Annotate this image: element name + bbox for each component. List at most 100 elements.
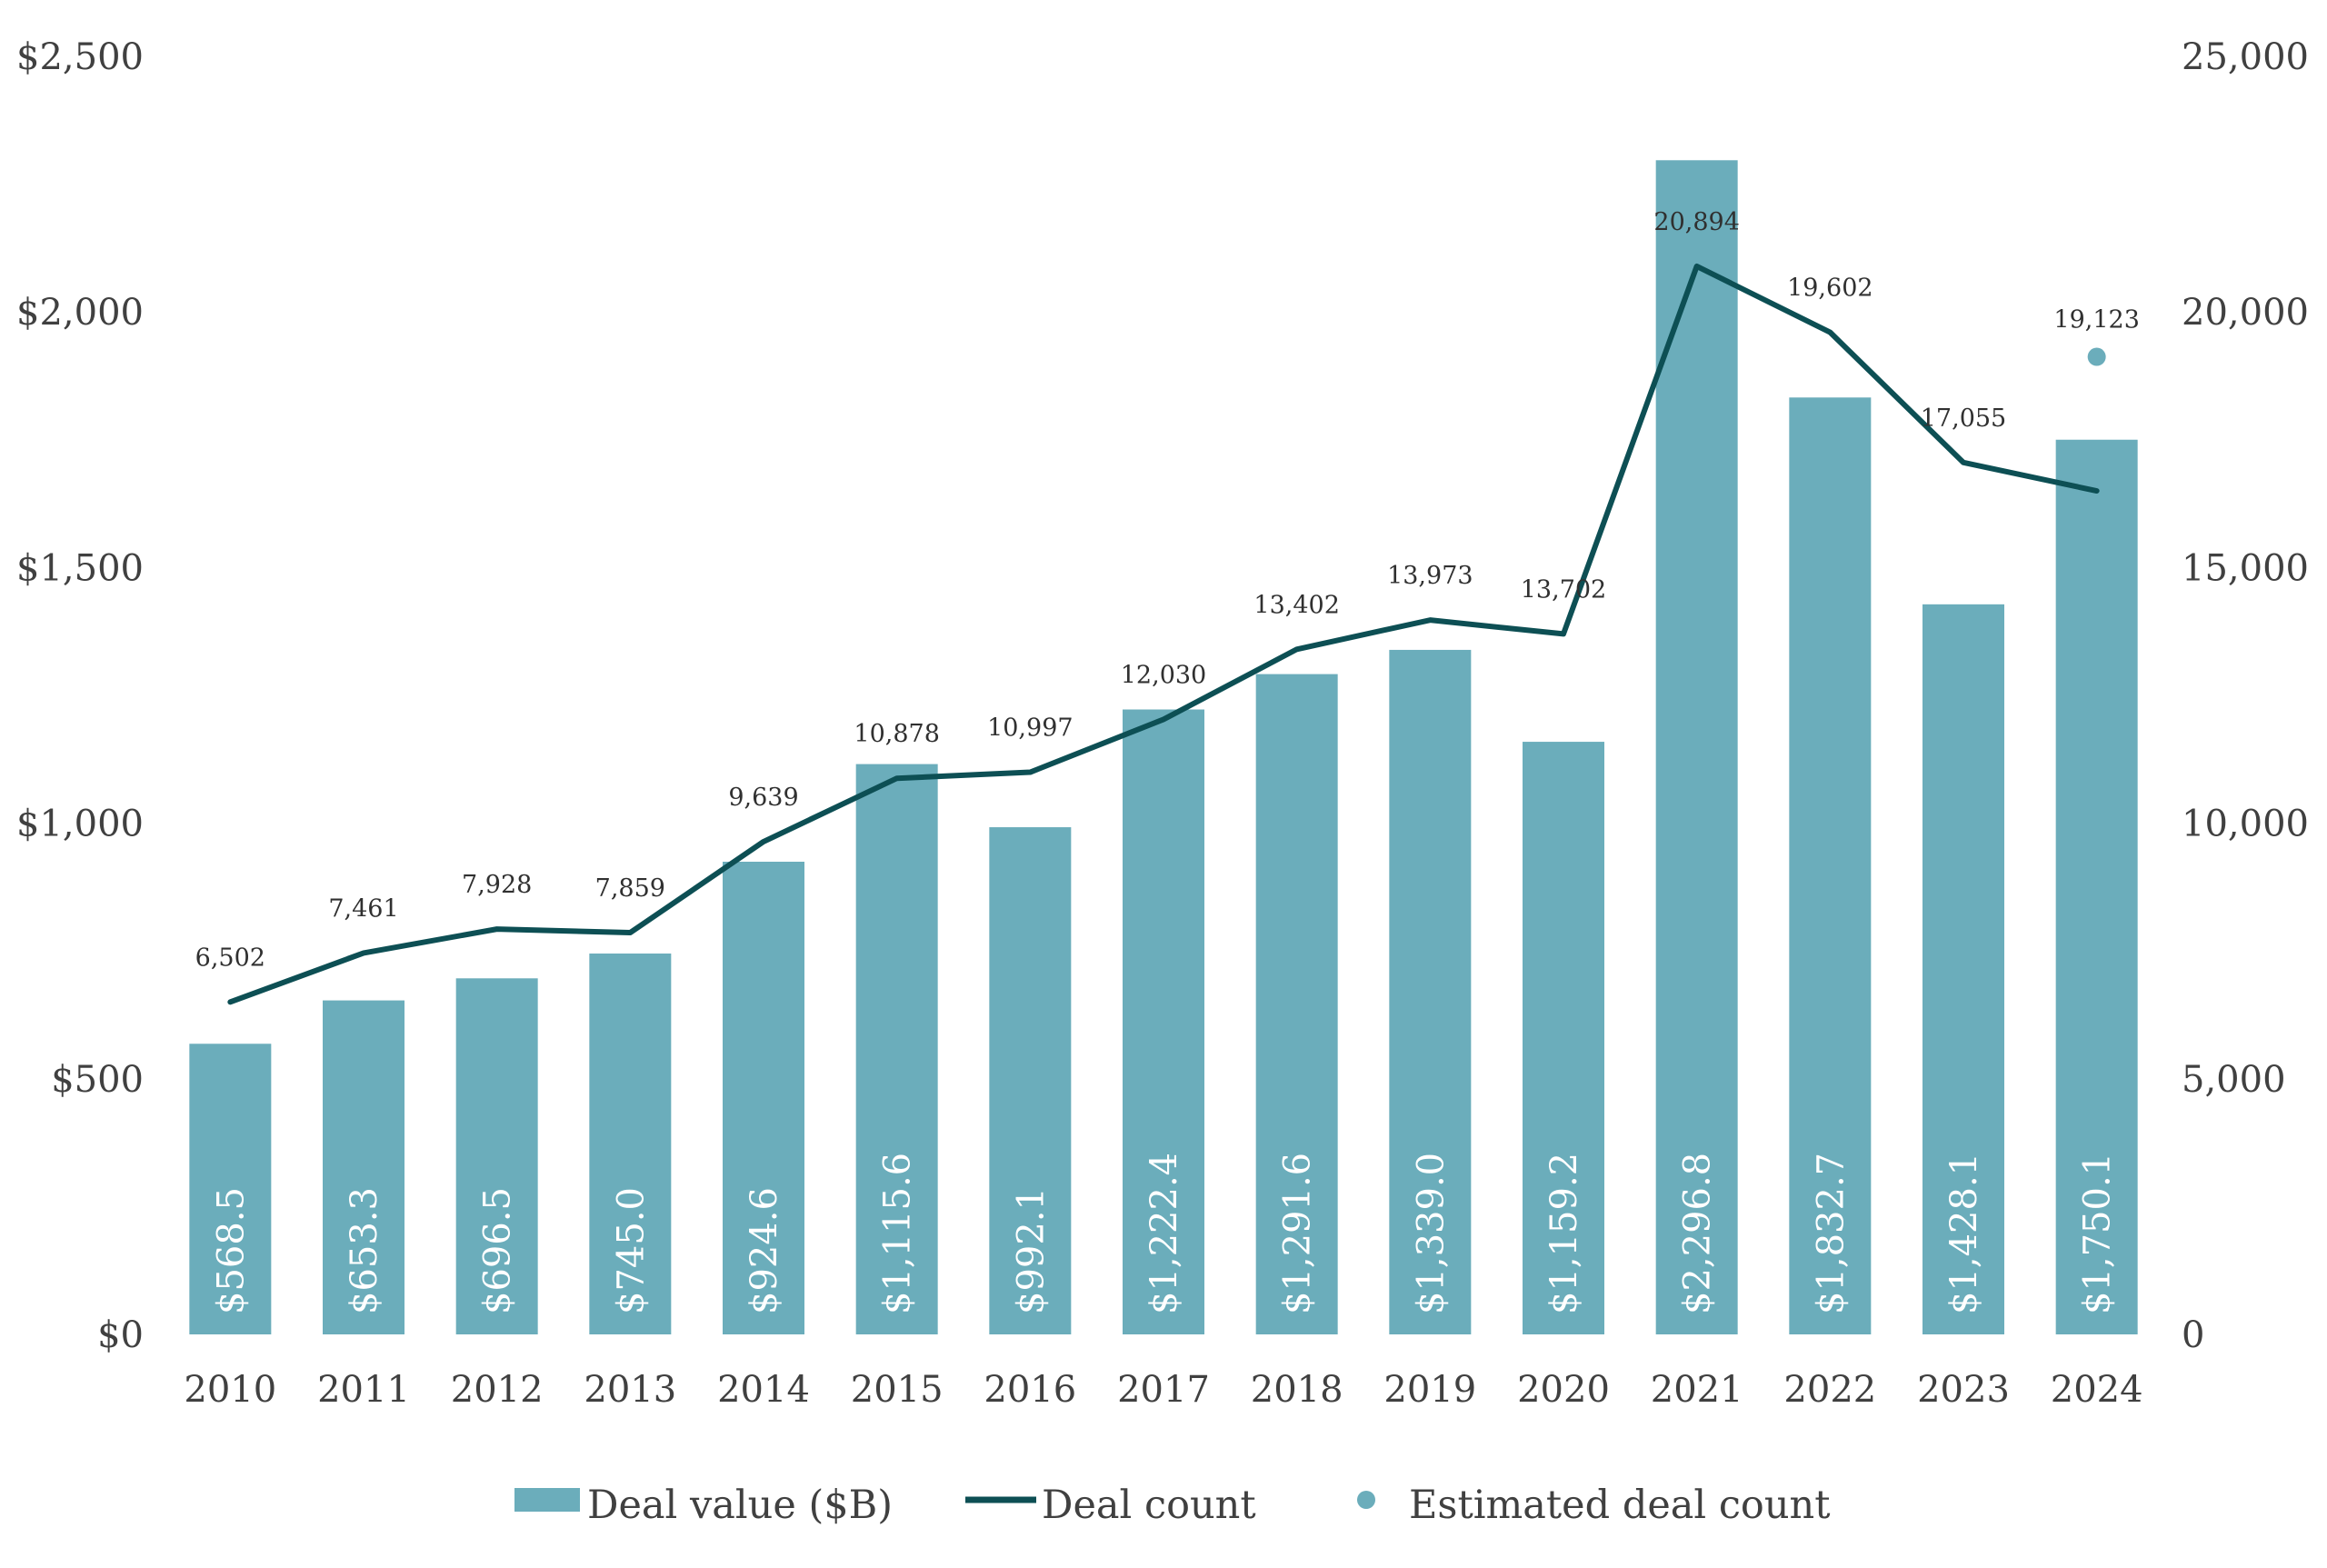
- bar-value-label: $745.0: [610, 1187, 652, 1314]
- legend-label: Deal count: [1042, 1483, 1256, 1528]
- legend-bar-swatch: [514, 1488, 580, 1512]
- x-axis-tick-label: 2021: [1651, 1369, 1743, 1411]
- deal-count-label: 13,702: [1521, 575, 1606, 604]
- deal-count-label: 12,030: [1121, 661, 1206, 689]
- line-series: [227, 263, 2106, 1005]
- right-axis-tick-label: 15,000: [2182, 547, 2309, 589]
- bar-value-label: $1,750.1: [2077, 1153, 2119, 1314]
- line-point: [1162, 717, 1165, 722]
- bar: [589, 954, 672, 1334]
- count-labels: 6,502 7,461 7,928 7,859 9,639 10,878 10,997 12,…: [195, 208, 2140, 972]
- bar-value-label: $924.6: [744, 1187, 785, 1314]
- line-point: [1694, 264, 1699, 268]
- deal-count-label: 19,602: [1787, 275, 1873, 303]
- line-point: [1962, 460, 1965, 464]
- right-axis-tick-label: 10,000: [2182, 804, 2309, 845]
- deal-count-label: 7,461: [328, 894, 398, 923]
- right-axis-tick-label: 20,000: [2182, 292, 2309, 334]
- bar-value-label: $1,428.1: [1943, 1153, 1985, 1314]
- deal-count-label: 20,894: [1653, 208, 1739, 236]
- x-axis-tick-label: 2011: [317, 1369, 410, 1411]
- left-axis-tick-label: $2,000: [16, 292, 144, 334]
- left-axis-tick-label: $1,000: [16, 804, 144, 845]
- legend-label: Deal value ($B): [587, 1483, 893, 1528]
- x-axis-tick-label: 2015: [851, 1369, 944, 1411]
- bar-value-label: $653.3: [344, 1187, 385, 1314]
- estimated-count-point: [2087, 347, 2106, 366]
- bar-value-label: $696.5: [477, 1187, 519, 1314]
- deal-count-label: 10,878: [854, 720, 939, 748]
- deal-count-label: 17,055: [1921, 404, 2006, 433]
- legend-label: Estimated deal count: [1409, 1483, 1831, 1528]
- bar: [2055, 439, 2138, 1334]
- deal-count-label: 6,502: [195, 944, 265, 972]
- line-point: [362, 951, 365, 955]
- line-point: [762, 839, 765, 844]
- line-point: [628, 931, 633, 935]
- bar-series: [189, 160, 2138, 1335]
- x-axis-tick-label: 2019: [1383, 1369, 1476, 1411]
- x-axis-tick-label: 2020: [1517, 1369, 1610, 1411]
- line-point: [1828, 330, 1833, 335]
- deal-count-label: 7,859: [595, 874, 665, 903]
- x-axis-tick-label: 2022: [1783, 1369, 1876, 1411]
- bar-value-label: $992.1: [1010, 1187, 1052, 1314]
- x-axis-tick-label: 2024: [2051, 1369, 2143, 1411]
- bar-value-label: $568.5: [210, 1187, 252, 1314]
- x-axis-tick-label: 2018: [1251, 1369, 1343, 1411]
- left-axis: $0 $500 $1,000 $1,500 $2,000 $2,500: [16, 36, 144, 1356]
- line-point: [494, 927, 499, 932]
- bar: [189, 1044, 272, 1334]
- line-point: [894, 776, 899, 781]
- bar: [1523, 742, 1604, 1334]
- x-axis-tick-label: 2013: [584, 1369, 676, 1411]
- deal-count-label: 13,402: [1253, 591, 1339, 619]
- bar: [989, 827, 1072, 1334]
- bar-value-labels: $568.5 $653.3 $696.5 $745.0 $924.6 $1,115.6 $9…: [210, 1153, 2118, 1314]
- x-axis-tick-label: 2017: [1117, 1369, 1210, 1411]
- x-axis-tick-label: 2014: [717, 1369, 810, 1411]
- line-point: [1562, 632, 1565, 636]
- bar-value-label: $2,296.8: [1677, 1153, 1719, 1314]
- bar: [1655, 160, 1738, 1335]
- bar-value-label: $1,115.6: [877, 1153, 919, 1314]
- line-point: [1028, 770, 1033, 774]
- bar-value-label: $1,339.0: [1410, 1153, 1452, 1314]
- bar-value-label: $1,291.6: [1277, 1153, 1319, 1314]
- bar: [1123, 709, 1204, 1334]
- bar-value-label: $1,159.2: [1543, 1153, 1585, 1314]
- estimated-count-label: 19,123: [2053, 306, 2139, 335]
- bar-value-label: $1,832.7: [1810, 1153, 1852, 1314]
- bar: [1255, 674, 1338, 1334]
- x-axis-tick-label: 2010: [184, 1369, 276, 1411]
- deal-count-label: 10,997: [987, 714, 1073, 743]
- bar: [723, 862, 804, 1334]
- deal-count-label: 9,639: [728, 784, 798, 812]
- left-axis-tick-label: $500: [51, 1059, 144, 1101]
- line-point: [228, 1000, 233, 1004]
- bar: [1923, 604, 2004, 1334]
- left-axis-tick-label: $0: [97, 1314, 144, 1356]
- bar: [1789, 397, 1872, 1334]
- right-axis-tick-label: 25,000: [2182, 36, 2309, 78]
- line-point: [2094, 489, 2099, 494]
- x-axis-tick-label: 2023: [1917, 1369, 2010, 1411]
- x-axis: 2010 2011 2012 2013 2014 2015 2016 2017 2018 2019…: [184, 1369, 2142, 1411]
- bar: [855, 764, 938, 1334]
- line-point: [1428, 618, 1433, 623]
- left-axis-tick-label: $2,500: [16, 36, 144, 78]
- x-axis-tick-label: 2012: [451, 1369, 544, 1411]
- right-axis: 0 5,000 10,000 15,000 20,000 25,000: [2182, 36, 2309, 1356]
- right-axis-tick-label: 5,000: [2182, 1059, 2286, 1101]
- bar: [323, 1000, 404, 1334]
- bar: [1389, 649, 1472, 1334]
- right-axis-tick-label: 0: [2182, 1314, 2204, 1356]
- x-axis-tick-label: 2016: [984, 1369, 1076, 1411]
- bar-value-label: $1,222.4: [1144, 1153, 1185, 1314]
- deal-count-label: 7,928: [462, 871, 532, 899]
- deal-count-label: 13,973: [1387, 562, 1473, 590]
- legend: Deal value ($B) Deal count Estimated deal …: [514, 1483, 1831, 1528]
- line-point: [1294, 647, 1299, 652]
